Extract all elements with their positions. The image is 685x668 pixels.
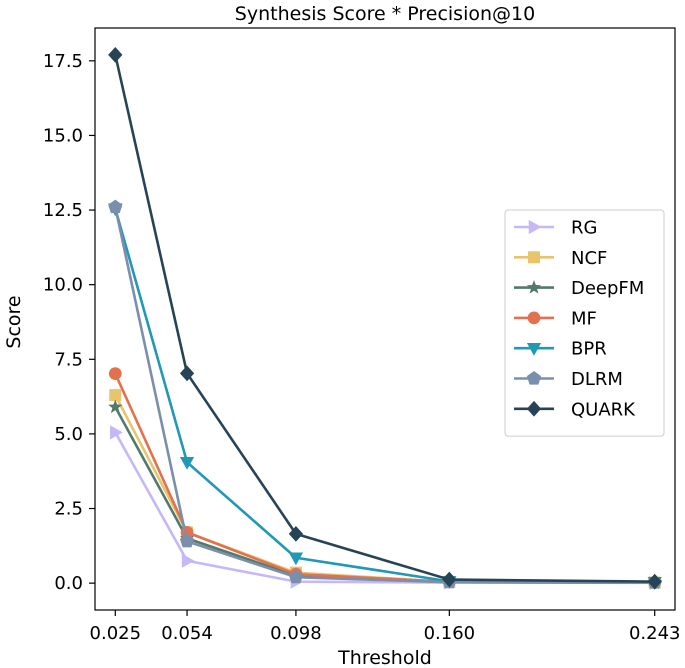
y-tick-label: 12.5 — [43, 200, 83, 221]
y-tick-label: 2.5 — [54, 499, 83, 520]
axes-frame — [94, 27, 676, 611]
y-tick-label: 7.5 — [54, 349, 83, 370]
point-dlrm-2 — [288, 569, 304, 584]
y-tick-label: 15.0 — [43, 125, 83, 146]
point-dlrm-1 — [179, 533, 195, 548]
legend-label-dlrm: DLRM — [571, 369, 623, 390]
y-axis-title: Score — [3, 295, 25, 348]
point-quark-1 — [179, 365, 195, 382]
legend-marker-rg — [528, 219, 542, 235]
legend-marker-bpr — [526, 342, 542, 356]
plot-area — [108, 46, 663, 590]
point-rg-1 — [181, 553, 195, 568]
x-tick-label: 0.160 — [424, 623, 476, 644]
point-quark-4 — [647, 573, 662, 590]
point-bpr-1 — [179, 457, 195, 470]
y-tick-label: 17.5 — [43, 51, 83, 72]
legend-label-mf: MF — [571, 308, 597, 329]
x-tick-label: 0.025 — [90, 623, 142, 644]
legend-marker-ncf — [528, 251, 540, 264]
legend-label-ncf: NCF — [571, 248, 607, 269]
x-tick-label: 0.098 — [270, 623, 322, 644]
point-ncf-0 — [109, 389, 122, 402]
point-deepfm-0 — [108, 399, 123, 414]
point-dlrm-0 — [108, 199, 123, 214]
x-axis-title: Threshold — [337, 647, 432, 668]
legend-label-rg: RG — [571, 218, 597, 239]
legend-marker-quark — [526, 400, 542, 417]
point-quark-3 — [442, 571, 457, 588]
y-tick-label: 5.0 — [54, 424, 83, 445]
x-tick-label: 0.054 — [161, 623, 213, 644]
point-rg-0 — [110, 425, 123, 440]
point-quark-0 — [108, 46, 123, 63]
point-bpr-2 — [288, 552, 304, 566]
legend-marker-dlrm — [526, 371, 542, 385]
legend-label-quark: QUARK — [571, 399, 636, 420]
legend-marker-mf — [527, 311, 541, 325]
legend-label-deepfm: DeepFM — [571, 278, 644, 299]
y-tick-label: 10.0 — [43, 275, 83, 296]
axes: 0.0 2.5 5.0 7.5 10.0 12.5 15.0 17.5 0.025 0.054 0.… — [43, 27, 681, 644]
x-tick-label: 0.243 — [629, 623, 681, 644]
legend: RG NCF DeepFM MF BPR DLRM QUARK — [504, 209, 665, 437]
y-tick-label: 0.0 — [54, 573, 83, 594]
point-mf-0 — [108, 367, 122, 380]
legend-label-bpr: BPR — [571, 339, 607, 360]
chart-title: Synthesis Score * Precision@10 — [235, 3, 535, 25]
point-quark-2 — [288, 526, 304, 542]
legend-marker-deepfm — [526, 280, 542, 294]
